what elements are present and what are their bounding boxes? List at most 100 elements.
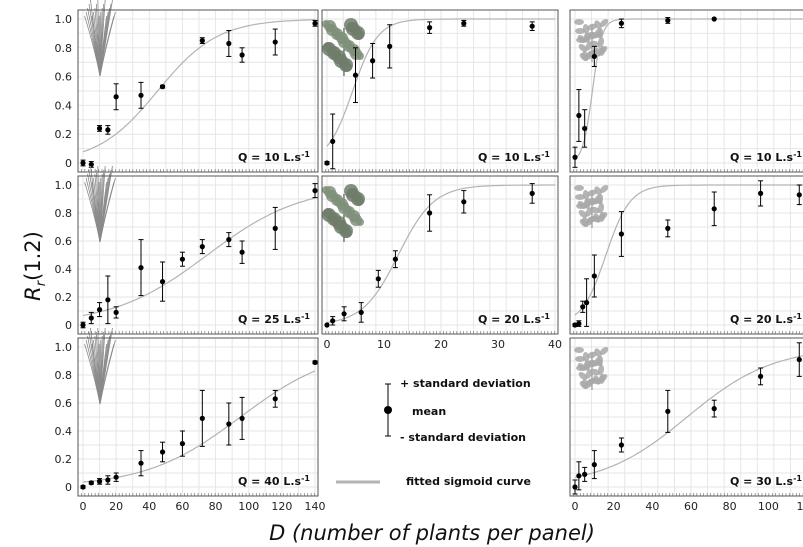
data-point-2 bbox=[582, 109, 588, 148]
mean-marker bbox=[80, 160, 86, 166]
x-axis-title: D (number of plants per panel) bbox=[269, 521, 595, 545]
data-point-1 bbox=[88, 480, 94, 486]
grid bbox=[570, 176, 803, 334]
mean-marker bbox=[582, 125, 588, 132]
mean-marker bbox=[330, 318, 336, 324]
mean-marker bbox=[576, 112, 582, 119]
flow-rate-text: Q = 40 L.s bbox=[238, 475, 302, 488]
grid bbox=[78, 176, 318, 334]
mean-marker bbox=[370, 58, 376, 64]
flow-rate-text: Q = 25 L.s bbox=[238, 313, 302, 326]
mean-marker bbox=[312, 188, 318, 194]
data-point-10 bbox=[272, 28, 278, 56]
y-tick-label: 0.6 bbox=[55, 235, 73, 248]
data-point-5 bbox=[427, 21, 433, 34]
flow-rate-text: Q = 20 L.s bbox=[478, 313, 542, 326]
data-point-0 bbox=[324, 160, 330, 166]
x-tick-label: 100 bbox=[238, 500, 259, 513]
data-point-4 bbox=[618, 18, 625, 29]
grid bbox=[570, 10, 803, 172]
fitted-sigmoid-curve bbox=[574, 18, 803, 160]
y-tick-label: 1.0 bbox=[55, 13, 73, 26]
data-point-6 bbox=[427, 194, 433, 232]
leafy-plant-icon bbox=[574, 347, 609, 390]
data-point-12 bbox=[312, 359, 318, 365]
data-point-11 bbox=[272, 389, 278, 408]
y-tick-label: 0 bbox=[65, 319, 72, 332]
flow-rate-superscript: -1 bbox=[541, 312, 550, 321]
mean-marker bbox=[461, 199, 467, 205]
panel-r2-c2: Q = 20 L.s-1 0 10 20 30 40 bbox=[321, 175, 562, 351]
data-point-5 bbox=[665, 389, 671, 433]
data-point-6 bbox=[159, 84, 166, 90]
flow-rate-superscript: -1 bbox=[301, 312, 310, 321]
x-tick-label: 40 bbox=[548, 338, 562, 351]
mean-marker bbox=[352, 72, 359, 78]
data-point-3 bbox=[370, 42, 376, 79]
y-tick-label: 0.6 bbox=[55, 397, 73, 410]
x-tick-label: 80 bbox=[209, 500, 223, 513]
y-tick-label: 0.2 bbox=[55, 291, 73, 304]
data-point-6 bbox=[711, 16, 717, 22]
mean-marker bbox=[758, 190, 764, 196]
mean-marker bbox=[179, 441, 186, 447]
y-tick-label: 0.8 bbox=[55, 42, 73, 55]
y-tick-label: 1.0 bbox=[55, 341, 73, 354]
y-tick-label: 0.4 bbox=[55, 263, 73, 276]
mean-marker bbox=[618, 231, 625, 237]
data-point-4 bbox=[591, 254, 597, 298]
data-point-1 bbox=[88, 161, 94, 168]
data-point-2 bbox=[582, 466, 588, 482]
mean-marker bbox=[375, 276, 381, 282]
x-tick-label: 60 bbox=[175, 500, 189, 513]
legend-minus-sd: - standard deviation bbox=[400, 431, 526, 444]
mean-marker bbox=[179, 256, 186, 262]
flow-rate-superscript: -1 bbox=[793, 312, 802, 321]
data-point-11 bbox=[312, 19, 318, 27]
mean-marker bbox=[618, 20, 625, 26]
mean-marker bbox=[88, 315, 94, 321]
mean-marker bbox=[312, 359, 318, 365]
mean-marker bbox=[138, 265, 144, 271]
data-point-3 bbox=[105, 275, 111, 325]
mean-marker bbox=[584, 300, 590, 306]
x-tick-label: 60 bbox=[684, 500, 698, 513]
mean-marker bbox=[113, 474, 119, 480]
mean-marker bbox=[88, 161, 94, 168]
legend-plus-sd: + standard deviation bbox=[400, 377, 531, 390]
flow-rate-label: Q = 10 L.s-1 bbox=[238, 150, 310, 164]
mean-marker bbox=[239, 415, 245, 421]
flow-rate-superscript: -1 bbox=[301, 150, 310, 159]
grid bbox=[322, 10, 558, 172]
data-point-4 bbox=[113, 472, 119, 482]
y-tick-label: 0.2 bbox=[55, 453, 73, 466]
mean-marker bbox=[591, 273, 597, 279]
panel-frame bbox=[321, 9, 559, 173]
x-minor-ticks bbox=[569, 169, 803, 172]
flow-rate-label: Q = 10 L.s-1 bbox=[478, 150, 550, 164]
panel-r3-c3: Q = 30 L.s-1 0 20 40 60 80 100 120 bbox=[569, 337, 803, 513]
mean-marker bbox=[758, 373, 764, 379]
leafy-plant-icon bbox=[574, 185, 609, 228]
data-point-4 bbox=[618, 437, 625, 453]
mean-marker bbox=[665, 225, 671, 231]
mean-marker bbox=[159, 449, 166, 455]
flow-rate-text: Q = 10 L.s bbox=[478, 151, 542, 164]
legend: + standard deviation mean - standard dev… bbox=[336, 377, 531, 488]
mean-marker bbox=[113, 309, 119, 315]
y-axis-title-sub: r bbox=[34, 279, 49, 286]
data-point-8 bbox=[758, 180, 764, 207]
flow-rate-text: Q = 30 L.s bbox=[730, 475, 794, 488]
data-point-7 bbox=[758, 367, 764, 386]
flow-rate-label: Q = 30 L.s-1 bbox=[730, 474, 802, 488]
data-point-7 bbox=[199, 37, 205, 44]
data-point-1 bbox=[576, 89, 582, 142]
mean-marker bbox=[461, 20, 467, 26]
mean-marker bbox=[88, 480, 94, 486]
data-point-8 bbox=[199, 239, 205, 255]
mean-marker bbox=[96, 125, 103, 132]
x-tick-label: 30 bbox=[491, 338, 505, 351]
mean-marker bbox=[576, 473, 582, 479]
data-point-9 bbox=[226, 402, 232, 446]
panels-group: Q = 10 L.s-100.20.40.60.81.0Q = 10 L.s-1… bbox=[55, 0, 803, 513]
